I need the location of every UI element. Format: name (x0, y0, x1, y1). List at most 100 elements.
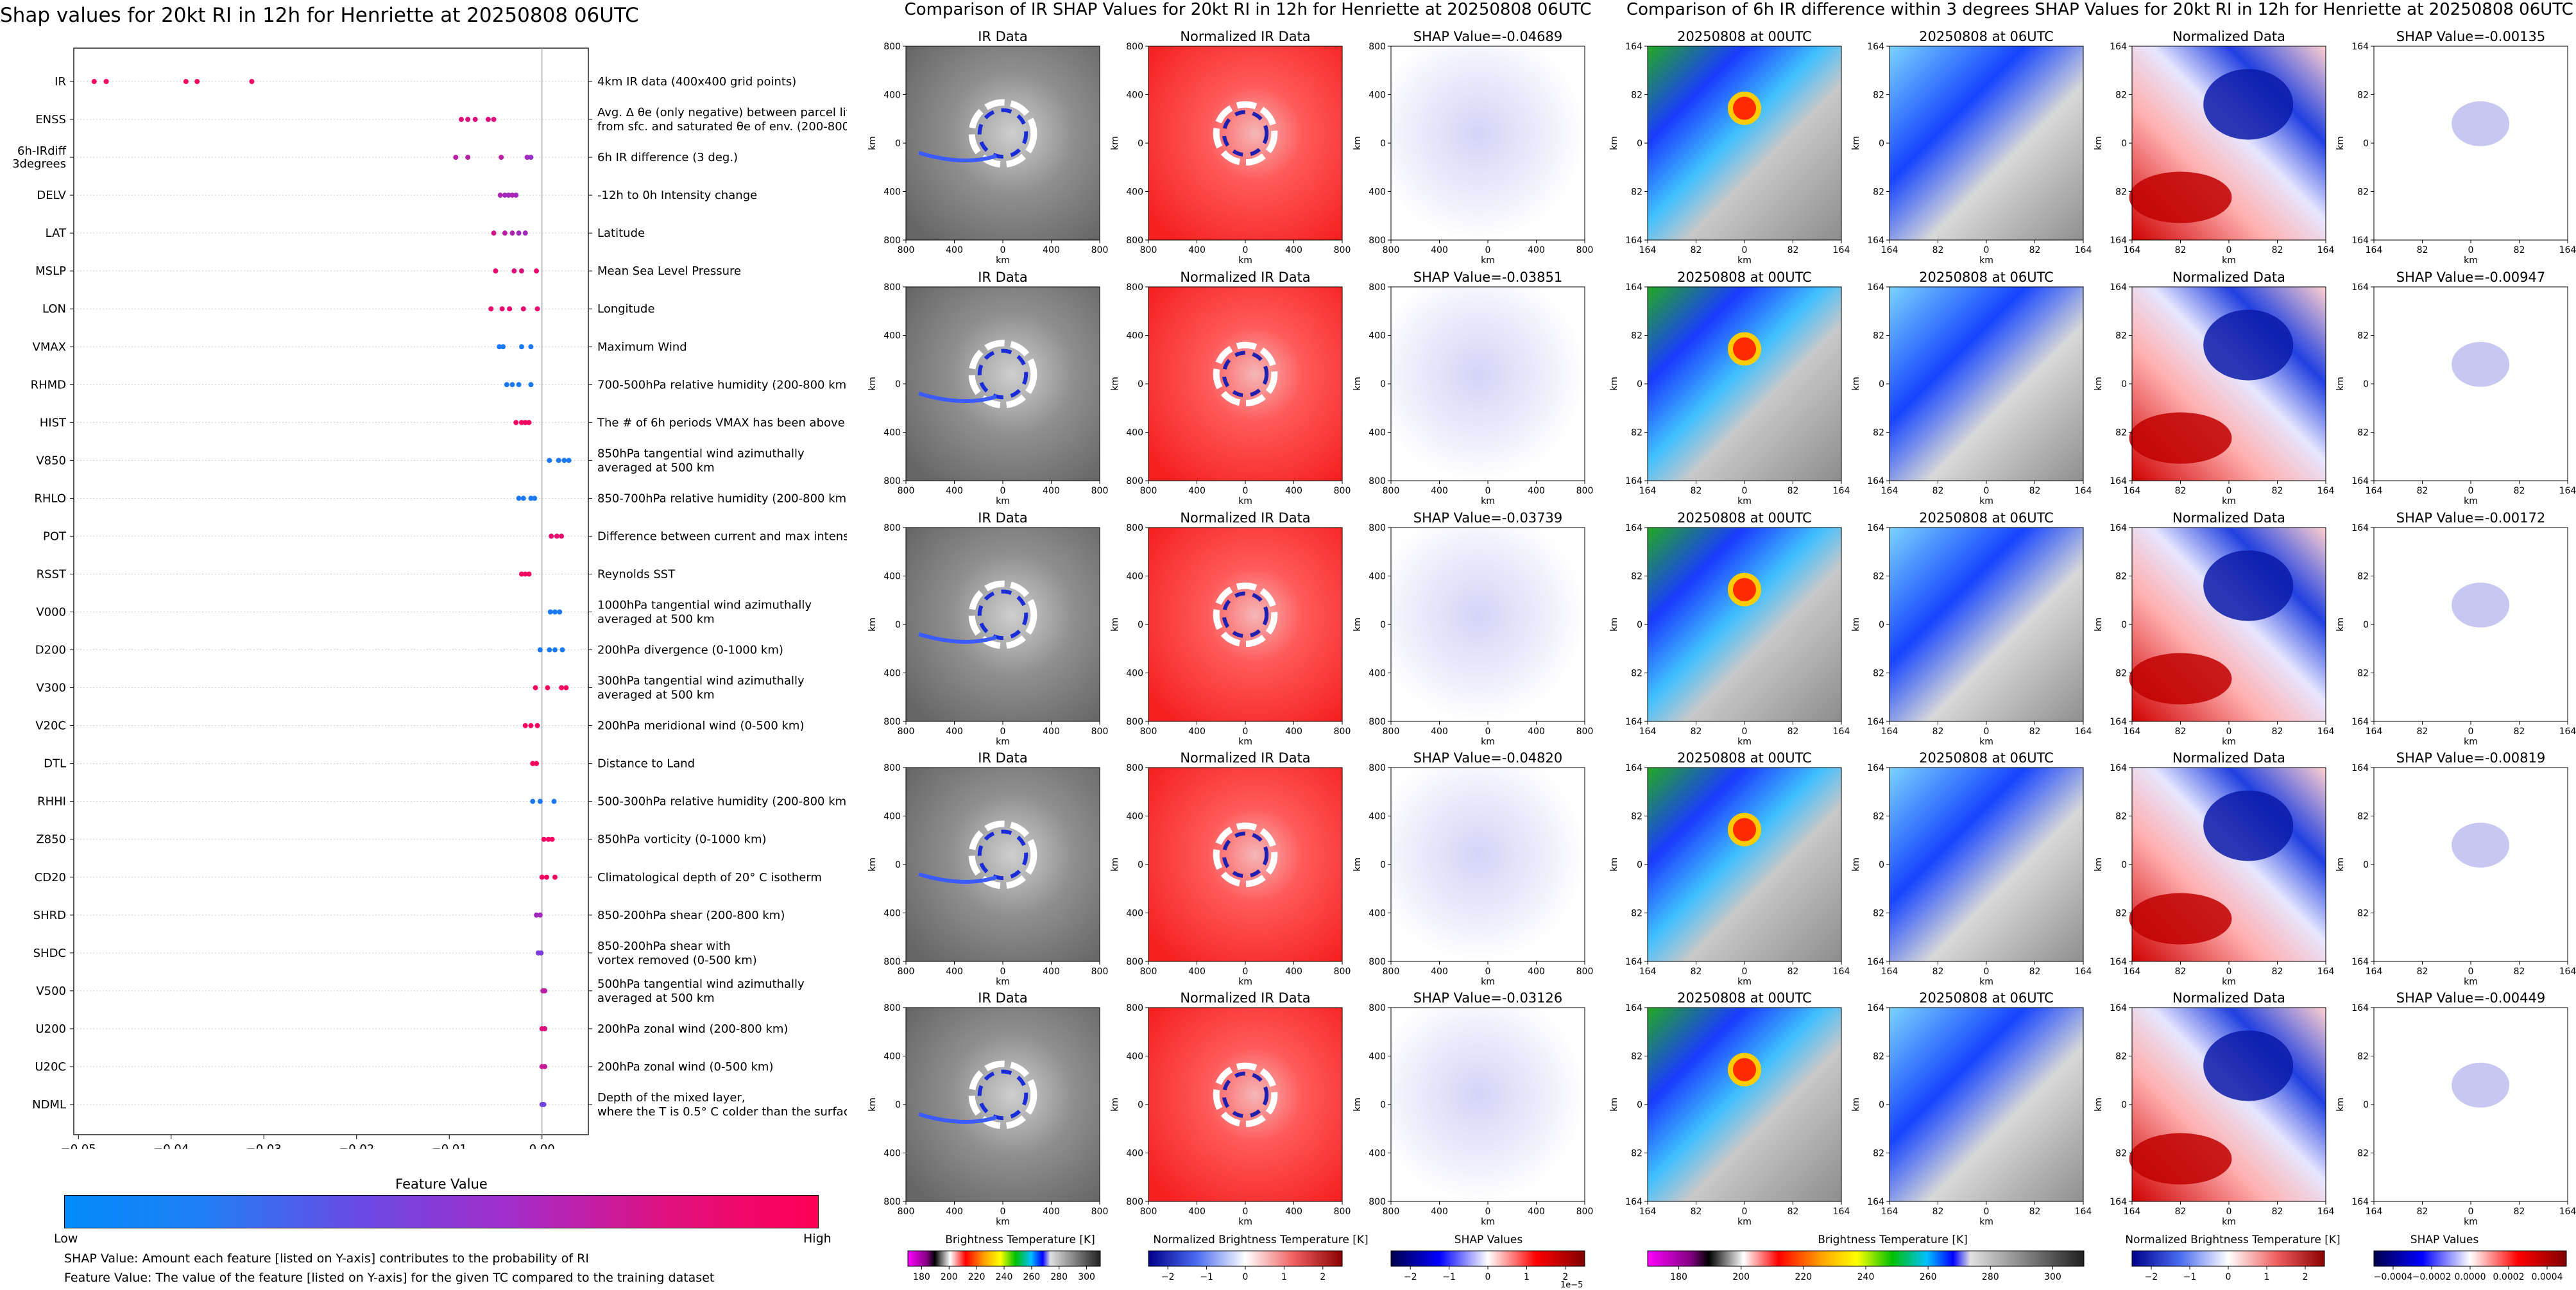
ir-data-title: IR Data (978, 750, 1028, 766)
panel-y-axis-label: km (1609, 377, 1619, 391)
panel-x-tick-label: 800 (1091, 967, 1109, 977)
panel-x-tick-label: 0 (1485, 486, 1491, 496)
shap-point (542, 988, 548, 993)
panel-x-axis-label: km (1481, 1217, 1495, 1227)
ir-cold-tops (977, 108, 1028, 159)
panel-x-tick-label: 0 (1984, 727, 1990, 737)
panel-x-tick-label: 400 (1188, 967, 1206, 977)
feature-description-label: 6h IR difference (3 deg.) (597, 151, 738, 164)
shap-point (522, 420, 528, 426)
cb-norm2-bar-tick-label: 1 (2264, 1272, 2270, 1282)
shap-point (485, 117, 491, 123)
cb-shap2-label: SHAP Values (2410, 1234, 2479, 1246)
panel-x-tick-label: 0 (1984, 486, 1990, 496)
ir-06utc-image (1889, 768, 2083, 961)
shap-point (524, 155, 530, 160)
panel-x-tick-label: 400 (1043, 727, 1060, 737)
irdiff-shap-title: SHAP Value=-0.00819 (2396, 750, 2546, 766)
panel-y-tick-label: 164 (2110, 523, 2127, 533)
normalized-diff-title: Normalized Data (2172, 750, 2285, 766)
panel-x-tick-label: 400 (1528, 967, 1545, 977)
shap-point (491, 117, 497, 123)
panel-y-axis-label: km (1110, 1097, 1120, 1112)
feature-description-label: Longitude (597, 302, 655, 316)
feature-name-label: POT (43, 529, 67, 543)
feature-description-label: 850hPa vorticity (0-1000 km) (597, 833, 767, 847)
panel-y-tick-label: 400 (883, 1052, 901, 1062)
panel-x-tick-label: 82 (1787, 245, 1799, 255)
panel-y-axis-label: km (1851, 617, 1861, 632)
panel-x-axis-label: km (2464, 1217, 2478, 1227)
cb-nir-bar-tick-label: 1 (1281, 1272, 1287, 1282)
panel-x-axis-label: km (2222, 496, 2236, 506)
ir-data-title: IR Data (978, 29, 1028, 44)
panel-x-axis-label: km (1481, 496, 1495, 506)
feature-name-label: DELV (37, 189, 66, 202)
cb-bt2-label: Brightness Temperature [K] (1818, 1234, 1968, 1246)
panel-x-tick-label: 164 (2124, 1207, 2141, 1217)
panel-x-tick-label: 800 (1334, 967, 1351, 977)
nir-cloud-band (1213, 341, 1278, 407)
panel-x-tick-label: 164 (2317, 1207, 2335, 1217)
panel-y-tick-label: 82 (2357, 812, 2369, 822)
colorbar-low-label: Low (54, 1232, 78, 1246)
ir-data-image (906, 1008, 1100, 1201)
panel-x-axis-label: km (1238, 496, 1252, 506)
shap-point (534, 723, 540, 728)
feature-description-label: vortex removed (0-500 km) (597, 954, 757, 967)
feature-description-label: 500hPa tangential wind azimuthally (597, 977, 805, 991)
panel-y-axis-label: km (1352, 1097, 1363, 1112)
panel-y-tick-label: 800 (883, 42, 901, 52)
cb-shap-ir-bar (1390, 1250, 1585, 1267)
panel-x-tick-label: 0 (1243, 486, 1249, 496)
shap-point (249, 79, 255, 84)
panel-x-tick-label: 800 (1576, 727, 1594, 737)
cb-shap-ir-bar-tick-label: −2 (1404, 1272, 1417, 1282)
ir-data-image (906, 46, 1100, 240)
panel-x-tick-label: 400 (1528, 1207, 1545, 1217)
normalized-diff-title: Normalized Data (2172, 990, 2285, 1006)
shap-point (91, 79, 97, 84)
panel-x-tick-label: 164 (2317, 727, 2335, 737)
shap-point (528, 155, 534, 160)
feature-description-label: averaged at 500 km (597, 689, 715, 702)
cb-ir-label: Brightness Temperature [K] (945, 1234, 1095, 1246)
panel-y-tick-label: 82 (1631, 909, 1642, 919)
ir-00utc-title: 20250808 at 00UTC (1677, 990, 1812, 1006)
panel-x-tick-label: 0 (2226, 967, 2232, 977)
panel-x-tick-label: 0 (1000, 967, 1006, 977)
shap-point (509, 382, 515, 388)
shap-point (511, 268, 517, 274)
panel-x-axis-label: km (2464, 255, 2478, 266)
cb-shap2-bar (2373, 1250, 2567, 1267)
panel-y-tick-label: 800 (1126, 1003, 1143, 1013)
feature-description-label: Difference between current and max inten… (597, 529, 847, 543)
panel-y-axis-label: km (867, 1097, 878, 1112)
feature-name-label: ENSS (35, 113, 66, 126)
cb-shap-ir-bar-tick-label: −1 (1442, 1272, 1456, 1282)
cb-norm2-bar-tick-label: 2 (2303, 1272, 2308, 1282)
panel-y-tick-label: 164 (2351, 763, 2369, 773)
ir-00utc-title: 20250808 at 00UTC (1677, 29, 1812, 44)
panel-x-tick-label: 164 (2075, 727, 2092, 737)
panel-y-tick-label: 800 (1369, 282, 1386, 293)
panel-y-axis-label: km (2094, 377, 2104, 391)
shap-point (513, 193, 519, 198)
feature-name-label: D200 (35, 644, 66, 657)
nir-cloud-band (1213, 1062, 1278, 1128)
panel-y-tick-label: 82 (2115, 669, 2127, 679)
panel-x-tick-label: 82 (2175, 486, 2187, 496)
feature-name-label: V850 (36, 454, 66, 467)
panel-x-axis-label: km (2464, 737, 2478, 747)
panel-x-tick-label: 400 (1431, 1207, 1448, 1217)
panel-y-tick-label: 164 (2351, 236, 2369, 246)
panel-y-tick-label: 82 (1631, 1052, 1642, 1062)
panel-x-tick-label: 800 (1334, 486, 1351, 496)
panel-y-tick-label: 164 (1867, 1003, 1884, 1013)
ir-cloud-band (968, 820, 1037, 890)
panel-y-tick-label: 800 (1369, 236, 1386, 246)
panel-x-axis-label: km (1481, 977, 1495, 987)
